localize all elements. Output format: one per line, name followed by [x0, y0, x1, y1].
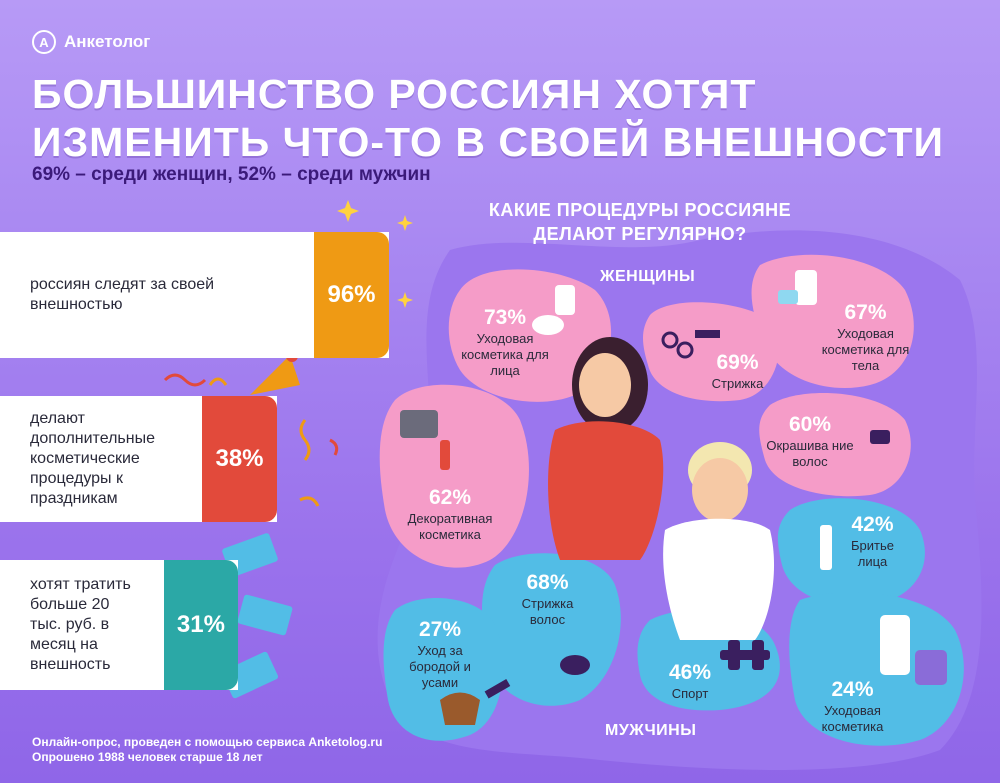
stat-value: 31% — [163, 560, 238, 690]
stat-label: Уходовая косметика — [821, 703, 884, 734]
footer-note: Онлайн-опрос, проведен с помощью сервиса… — [32, 735, 382, 765]
lotion-bottle-icon — [795, 270, 817, 305]
stat-label: Окрашива ние волос — [766, 438, 854, 469]
stat-card-spend: хотят тратить больше 20 тыс. руб. в меся… — [0, 560, 238, 690]
stat-value: 62% — [428, 486, 472, 509]
stat-women-makeup: 62% Декоративная косметика — [390, 485, 510, 543]
stat-text: россиян следят за своей внешностью — [30, 276, 215, 313]
stat-label: Стрижка — [711, 376, 764, 391]
stat-label: Уход за бородой и усами — [409, 643, 471, 690]
money-bill-icon — [237, 594, 293, 636]
stat-card-watch-appearance: россиян следят за своей внешностью 96% — [0, 232, 389, 358]
confetti — [299, 419, 311, 461]
stat-value: 24% — [831, 678, 874, 701]
stat-men-beard: 27% Уход за бородой и усами — [400, 617, 480, 691]
procedures-title: Какие процедуры россияне делают регулярн… — [488, 200, 792, 244]
stat-women-hair-dye: 60% Окрашива ние волос — [765, 412, 855, 470]
cream-jar-icon — [532, 315, 564, 335]
stat-value: 42% — [851, 513, 894, 536]
blob-shaving — [777, 498, 925, 606]
confetti — [329, 438, 339, 456]
scissors-icon — [661, 331, 679, 349]
man-face — [692, 458, 748, 522]
page-title: Большинство россиян хотят изменить что-т… — [32, 71, 944, 165]
stat-value: 68% — [526, 571, 569, 594]
beard-comb-icon — [484, 679, 511, 699]
stat-value: 96% — [314, 232, 389, 358]
stat-women-body-care: 67% Уходовая косметика для тела — [818, 300, 913, 374]
beard-icon — [440, 692, 480, 725]
stat-value: 38% — [202, 396, 277, 522]
label-women: ЖЕНЩИНЫ — [600, 268, 696, 285]
stat-men-care: 24% Уходовая косметика — [805, 677, 900, 735]
man-shirt — [663, 518, 775, 640]
comb-icon — [695, 330, 720, 338]
label-men: МУЖЧИНЫ — [605, 722, 697, 739]
cream-icon — [778, 290, 798, 304]
men-hair-icon — [560, 655, 590, 675]
stat-label: Стрижка волос — [521, 596, 574, 627]
lipstick-icon — [440, 440, 450, 470]
stat-card-holiday-procedures: делают дополнительные косметические проц… — [0, 396, 277, 522]
stat-men-haircut: 68% Стрижка волос — [505, 570, 590, 628]
hair-dye-icon — [870, 430, 890, 444]
stat-text: делают дополнительные косметические проц… — [30, 410, 155, 507]
stat-women-haircut: 69% Стрижка — [700, 350, 775, 392]
footer-line-1: Онлайн-опрос, проведен с помощью сервиса… — [32, 735, 383, 749]
brand: A Анкетолог — [32, 30, 150, 54]
men-cream-jar-icon — [915, 650, 947, 685]
stat-value: 69% — [716, 351, 759, 374]
blob-body-care — [751, 254, 914, 389]
confetti — [299, 496, 320, 507]
men-cream-tube-icon — [880, 615, 910, 675]
stat-men-sport: 46% Спорт — [660, 660, 720, 702]
stat-label: Уходовая косметика для лица — [461, 331, 549, 378]
sparkle-icon — [337, 200, 359, 222]
stat-value: 46% — [668, 661, 712, 684]
stat-label: Уходовая косметика для тела — [821, 326, 910, 373]
stat-value: 73% — [483, 306, 527, 329]
dumbbell-icon — [728, 640, 740, 670]
blob-men-care — [789, 592, 964, 746]
stat-value: 60% — [788, 413, 832, 436]
dumbbell-icon — [752, 640, 764, 670]
page-subtitle: 69% – среди женщин, 52% – среди мужчин — [32, 164, 431, 185]
blob-haircut — [643, 302, 779, 402]
woman-face — [579, 353, 631, 417]
stat-value: 67% — [844, 301, 887, 324]
cream-tube-icon — [555, 285, 575, 315]
blob-hair-dye — [759, 393, 911, 497]
stat-label: Бритье лица — [851, 538, 894, 569]
stat-text: хотят тратить больше 20 тыс. руб. в меся… — [30, 576, 131, 673]
scissors-icon — [676, 341, 694, 359]
stat-label: Спорт — [671, 686, 709, 701]
party-hat-icon — [250, 355, 300, 395]
stat-label: Декоративная косметика — [407, 511, 493, 542]
stat-women-face-care: 73% Уходовая косметика для лица — [455, 305, 555, 379]
brand-logo-icon: A — [32, 30, 56, 54]
razor-icon — [820, 525, 832, 570]
sparkle-icon — [397, 215, 413, 231]
woman-dress — [548, 421, 664, 560]
footer-line-2: Опрошено 1988 человек старше 18 лет — [32, 750, 263, 764]
brand-name: Анкетолог — [64, 32, 151, 51]
palette-icon — [400, 410, 438, 438]
sparkle-icon — [397, 292, 413, 308]
stat-men-shaving: 42% Бритье лица — [835, 512, 910, 570]
confetti — [208, 377, 228, 386]
stat-value: 27% — [418, 618, 462, 641]
confetti — [163, 373, 207, 387]
